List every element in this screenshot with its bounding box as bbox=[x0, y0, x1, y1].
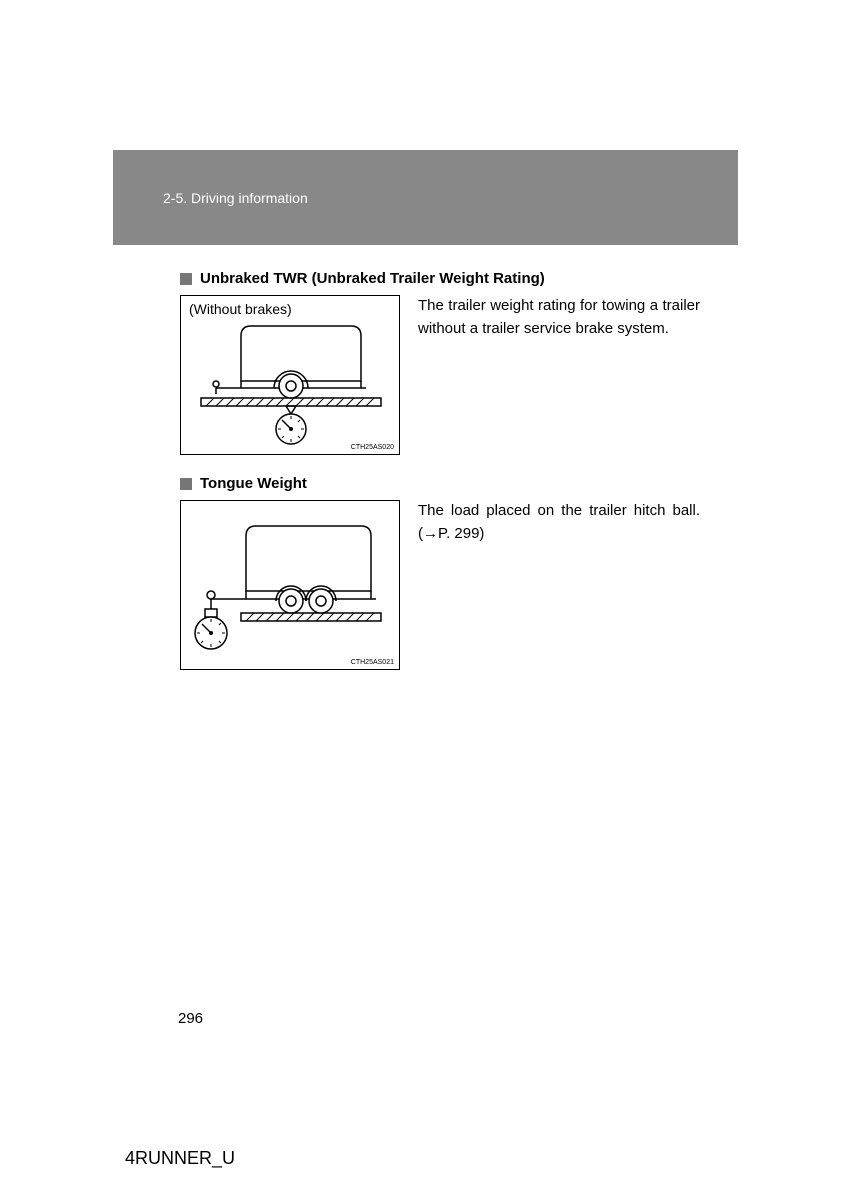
trailer-diagram-2 bbox=[181, 501, 399, 669]
section-body-2: CTH25AS021 The load placed on the traile… bbox=[180, 500, 700, 670]
header-section-label: 2-5. Driving information bbox=[163, 190, 308, 206]
diagram-code-2: CTH25AS021 bbox=[351, 659, 394, 666]
trailer-diagram-1 bbox=[181, 296, 399, 454]
description-2: The load placed on the trailer hitch bal… bbox=[418, 500, 700, 670]
header-band: 2-5. Driving information bbox=[113, 150, 738, 245]
diagram-box-2: CTH25AS021 bbox=[180, 500, 400, 670]
bullet-icon bbox=[180, 273, 192, 285]
section-heading-1: Unbraked TWR (Unbraked Trailer Weight Ra… bbox=[180, 270, 700, 287]
page-number: 296 bbox=[178, 1010, 203, 1027]
diagram-label-1: (Without brakes) bbox=[189, 301, 292, 317]
content-area: Unbraked TWR (Unbraked Trailer Weight Ra… bbox=[180, 270, 700, 690]
description-1: The trailer weight rating for towing a t… bbox=[418, 295, 700, 455]
diagram-code-1: CTH25AS020 bbox=[351, 444, 394, 451]
heading-text-2: Tongue Weight bbox=[200, 475, 307, 492]
section-heading-2: Tongue Weight bbox=[180, 475, 700, 492]
section-body-1: (Without brakes) bbox=[180, 295, 700, 455]
footer-text: 4RUNNER_U bbox=[125, 1148, 235, 1169]
heading-text-1: Unbraked TWR (Unbraked Trailer Weight Ra… bbox=[200, 270, 545, 287]
bullet-icon bbox=[180, 478, 192, 490]
diagram-box-1: (Without brakes) bbox=[180, 295, 400, 455]
